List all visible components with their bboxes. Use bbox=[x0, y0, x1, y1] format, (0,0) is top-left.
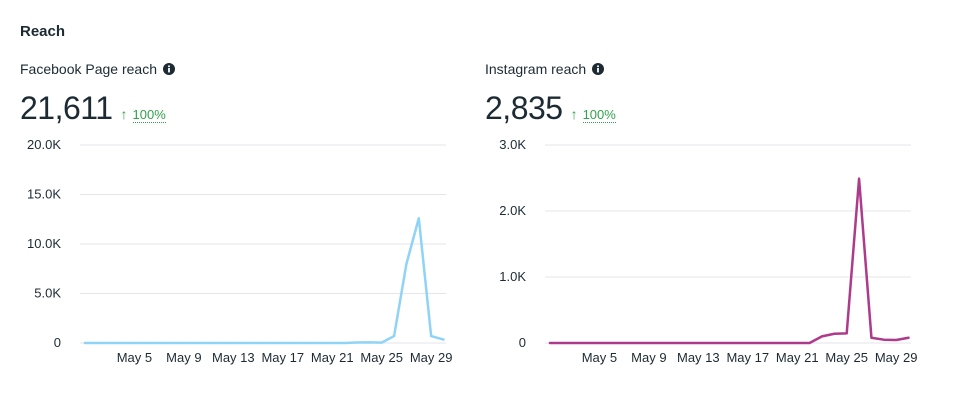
info-icon[interactable] bbox=[592, 63, 605, 75]
facebook-reach-change: ↑ 100% bbox=[121, 106, 166, 123]
facebook-reach-y-tick-label: 0 bbox=[54, 335, 61, 350]
facebook-reach-y-tick-label: 10.0K bbox=[27, 236, 61, 251]
facebook-reach-metric: 21,611 ↑ 100% bbox=[20, 89, 166, 127]
facebook-reach-value: 21,611 bbox=[20, 90, 113, 126]
instagram-reach-metric: 2,835 ↑ 100% bbox=[485, 89, 616, 127]
facebook-reach-series-line[interactable] bbox=[83, 217, 445, 345]
instagram-reach-y-tick-label: 1.0K bbox=[499, 269, 526, 284]
facebook-reach-x-tick-label: May 25 bbox=[360, 350, 403, 365]
facebook-reach-title: Facebook Page reach bbox=[20, 61, 175, 77]
instagram-reach-x-tick-label: May 5 bbox=[582, 350, 617, 365]
instagram-reach-x-tick-label: May 17 bbox=[726, 350, 769, 365]
instagram-reach-title: Instagram reach bbox=[485, 61, 605, 77]
instagram-reach-x-tick-label: May 29 bbox=[875, 350, 918, 365]
instagram-reach-title-label: Instagram reach bbox=[485, 61, 587, 77]
instagram-reach-y-tick-label: 0 bbox=[519, 335, 526, 350]
facebook-reach-x-tick-label: May 9 bbox=[166, 350, 201, 365]
instagram-reach-x-tick-label: May 25 bbox=[825, 350, 868, 365]
facebook-reach-y-tick-label: 20.0K bbox=[27, 137, 61, 152]
instagram-reach-x-tick-label: May 13 bbox=[677, 350, 720, 365]
facebook-reach-title-label: Facebook Page reach bbox=[20, 61, 157, 77]
info-icon[interactable] bbox=[162, 63, 175, 75]
instagram-reach-change: ↑ 100% bbox=[571, 106, 616, 123]
facebook-reach-y-tick-label: 15.0K bbox=[27, 187, 61, 202]
facebook-reach-x-tick-label: May 17 bbox=[261, 350, 304, 365]
instagram-reach-chart: 0 1.0K 2.0K 3.0K May 5 May 9 May 13 May 17 May 2… bbox=[499, 137, 918, 365]
facebook-reach-y-tick-label: 5.0K bbox=[34, 286, 61, 301]
instagram-reach-change-pct[interactable]: 100% bbox=[582, 107, 616, 123]
instagram-reach-y-tick-label: 3.0K bbox=[499, 137, 526, 152]
instagram-reach-series-line[interactable] bbox=[548, 177, 910, 345]
section-title: Reach bbox=[20, 23, 66, 40]
instagram-reach-value: 2,835 bbox=[485, 90, 563, 126]
facebook-reach-x-tick-label: May 13 bbox=[212, 350, 255, 365]
arrow-up-icon: ↑ bbox=[570, 106, 578, 122]
facebook-reach-x-tick-label: May 29 bbox=[410, 350, 453, 365]
instagram-reach-x-tick-label: May 21 bbox=[776, 350, 819, 365]
facebook-reach-chart: 0 5.0K 10.0K 15.0K 20.0K May 5 May 9 May 13 May … bbox=[27, 137, 453, 365]
facebook-reach-x-tick-label: May 21 bbox=[311, 350, 354, 365]
facebook-reach-change-pct[interactable]: 100% bbox=[132, 107, 166, 123]
instagram-reach-x-tick-label: May 9 bbox=[631, 350, 666, 365]
instagram-reach-y-tick-label: 2.0K bbox=[499, 203, 526, 218]
arrow-up-icon: ↑ bbox=[120, 106, 128, 122]
facebook-reach-panel: Facebook Page reach 21,611 ↑ 100% 0 5.0K 1… bbox=[20, 0, 460, 412]
instagram-reach-panel: Instagram reach 2,835 ↑ 100% 0 1.0K 2.0K 3.… bbox=[485, 0, 925, 412]
facebook-reach-x-tick-label: May 5 bbox=[117, 350, 152, 365]
